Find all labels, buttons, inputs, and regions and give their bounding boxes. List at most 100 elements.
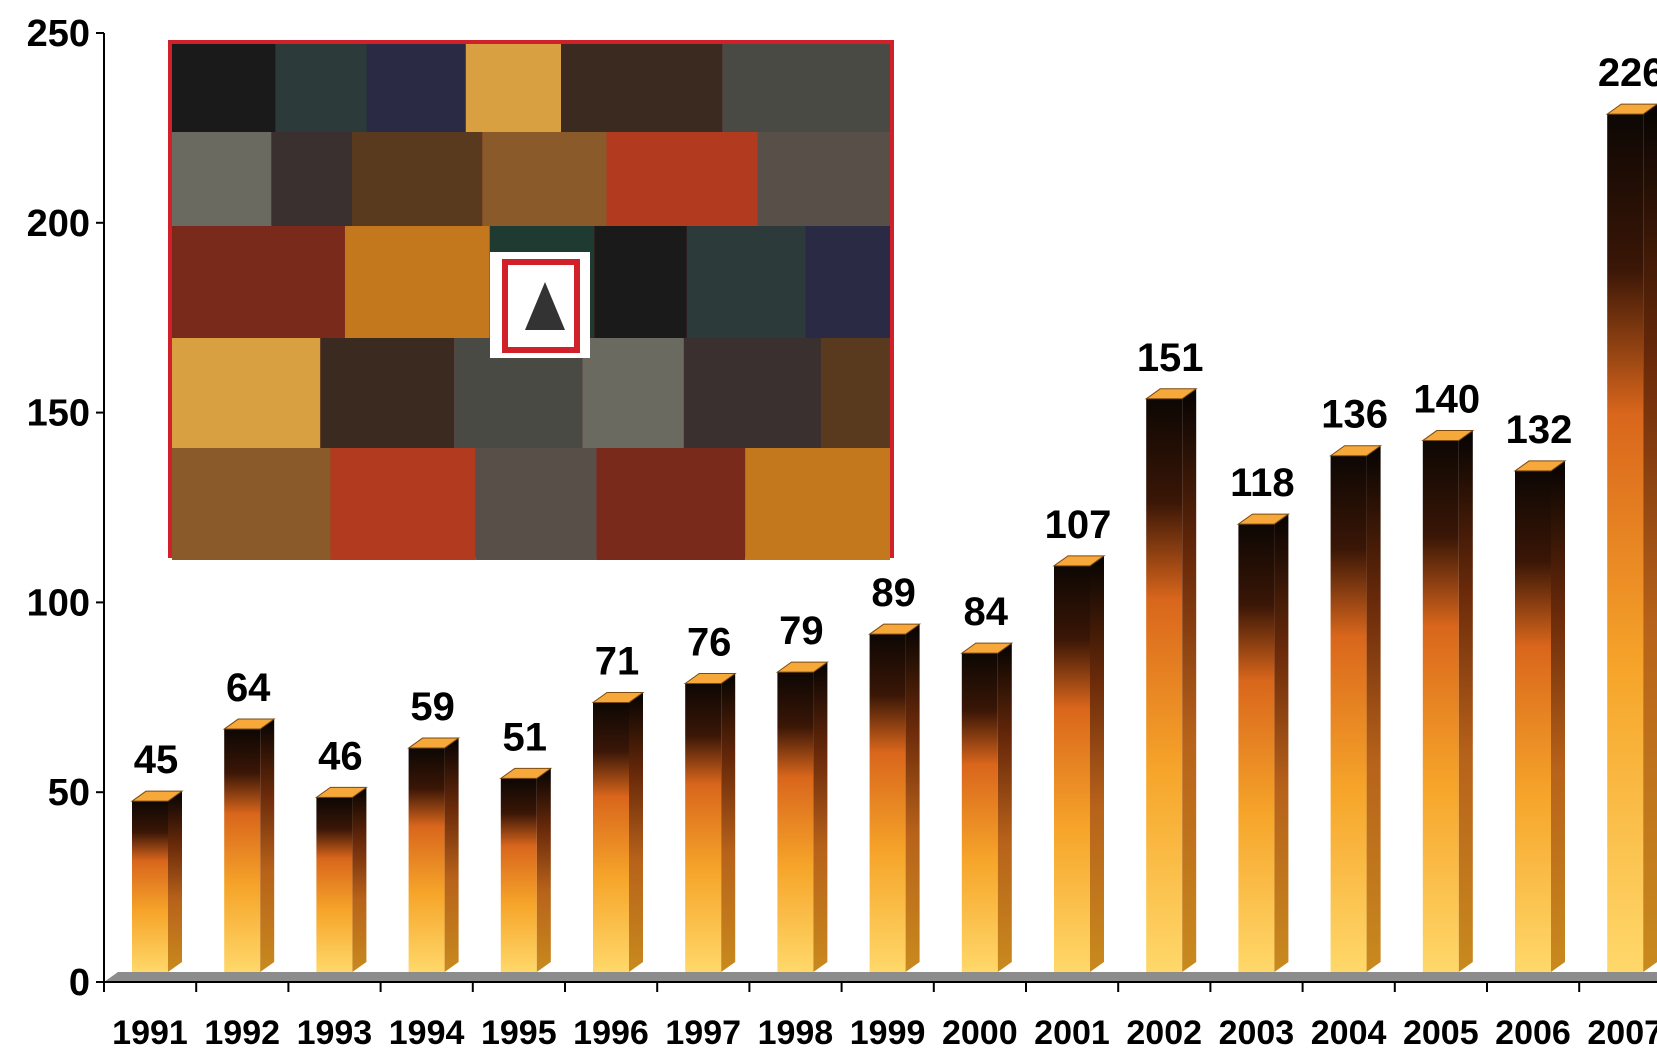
bar [314,786,368,972]
bar [1052,555,1106,972]
bar [1605,103,1657,972]
bar-side [260,719,275,972]
x-tick-label: 1993 [297,1014,373,1052]
bar-cap [314,786,368,798]
collage-tile [320,338,455,448]
bar-side [997,643,1012,972]
logo-church [525,282,565,330]
bar [407,737,461,972]
collage-tile [275,44,367,132]
x-tick-label: 1998 [758,1014,834,1052]
labels-layer: 45 1991 64 1992 46 1993 59 1994 51 1995 71 1996 76 19… [112,51,1657,1052]
data-label: 79 [779,609,824,653]
bar-cap [683,673,737,685]
bar-cap [407,737,461,749]
x-tick-label: 1995 [481,1014,557,1052]
collage-tile [344,226,490,338]
x-tick-label: 1991 [112,1014,188,1052]
collage-tile [686,226,806,338]
x-tick-label: 2001 [1034,1014,1110,1052]
collage-tile [330,448,476,560]
bar-front [869,634,906,972]
bar [1236,513,1290,972]
bars-layer [130,103,1657,973]
y-tick-label: 200 [27,203,90,245]
bar-cap [775,661,829,673]
data-label: 136 [1321,393,1388,437]
y-tick-label: 50 [48,772,90,814]
collage-tile [366,44,466,132]
collage-tile [683,338,822,448]
bar-cap [130,790,184,802]
x-tick-label: 1997 [665,1014,741,1052]
collage-tile [271,132,353,226]
bar [499,767,553,972]
bar-cap [868,623,922,635]
data-label: 45 [134,738,179,782]
bar-front [961,653,998,972]
axis-layer: 0 50 100 150 200 250 [27,13,1657,1004]
collage-tile [172,44,276,132]
x-tick-label: 2002 [1126,1014,1202,1052]
bar [1329,445,1383,972]
logo-mark [502,259,580,353]
bar-side [352,787,367,972]
bar-front [593,702,629,972]
bar-side [905,624,920,972]
data-label: 226 [1598,51,1657,95]
x-tick-label: 1994 [389,1014,465,1052]
bar-cap [960,642,1014,654]
collage-tile [757,132,890,226]
data-label: 151 [1137,336,1204,380]
bar [1513,460,1567,972]
collage-tile [352,132,483,226]
bar [1421,430,1475,972]
x-tick-label: 1996 [573,1014,649,1052]
data-label: 118 [1230,461,1295,505]
bar-cap [499,767,553,779]
data-label: 140 [1413,378,1480,422]
bar-cap [1236,513,1290,525]
bar-cap [1421,430,1475,442]
y-tick-label: 250 [27,13,90,55]
x-tick-label: 2000 [942,1014,1018,1052]
bar-front [1146,398,1183,973]
bar-cap [1329,445,1383,457]
bar-front [1422,440,1459,972]
bar-side [1366,445,1381,972]
bar-front [685,683,722,972]
bar-side [536,768,551,972]
collage-tile [594,226,687,338]
collage-tile [722,44,890,132]
bar-side [813,662,828,972]
bar-front [224,729,261,972]
bar-cap [1144,388,1198,400]
y-tick-label: 150 [27,393,90,435]
bar [591,691,645,972]
collage-tile [745,448,890,560]
bar-side [629,692,643,972]
bar [1144,388,1198,973]
data-label: 76 [687,621,732,665]
data-label: 51 [503,715,548,759]
collage-tile [582,338,684,448]
bar-cap [1052,555,1106,567]
bar-side [1182,388,1197,973]
bar [683,673,737,972]
collage-tile [475,448,597,560]
bar-front [408,748,445,972]
bar-side [1551,460,1565,972]
bar-side [1090,555,1104,972]
bar-front [316,797,353,972]
data-label: 71 [595,639,640,683]
data-label: 107 [1045,503,1112,547]
data-label: 64 [226,666,271,710]
bar-side [444,738,459,972]
y-tick-label: 0 [69,962,90,1004]
x-tick-label: 2003 [1219,1014,1295,1052]
collage-tile [172,132,272,226]
x-tick-label: 2007 [1587,1014,1657,1052]
y-tick-label: 100 [27,582,90,624]
